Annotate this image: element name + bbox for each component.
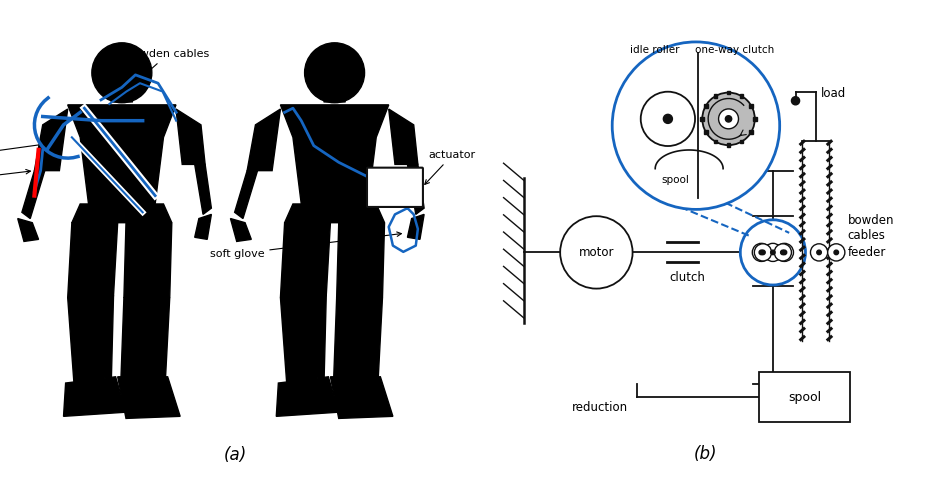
Polygon shape: [124, 223, 172, 298]
Polygon shape: [68, 296, 114, 383]
Polygon shape: [337, 223, 384, 298]
Text: one-way clutch: one-way clutch: [695, 45, 774, 55]
Circle shape: [827, 244, 845, 261]
Bar: [727, 91, 730, 94]
Text: bowden
cables: bowden cables: [848, 214, 894, 242]
Polygon shape: [22, 171, 45, 218]
Circle shape: [776, 244, 793, 261]
Bar: [704, 130, 708, 134]
Polygon shape: [389, 109, 418, 164]
Bar: [713, 140, 717, 143]
Polygon shape: [230, 218, 251, 242]
Circle shape: [612, 42, 779, 210]
Text: idle roller: idle roller: [631, 45, 680, 55]
Polygon shape: [68, 105, 176, 204]
Polygon shape: [280, 296, 326, 383]
Polygon shape: [280, 105, 389, 204]
Text: (b): (b): [694, 445, 717, 463]
Polygon shape: [334, 298, 383, 377]
Circle shape: [726, 116, 731, 122]
FancyBboxPatch shape: [367, 168, 423, 207]
Bar: [700, 117, 704, 121]
Text: (a): (a): [224, 446, 246, 464]
Polygon shape: [68, 223, 118, 298]
Polygon shape: [285, 204, 384, 223]
Polygon shape: [322, 93, 347, 102]
Polygon shape: [118, 377, 180, 418]
Circle shape: [817, 250, 822, 255]
Circle shape: [771, 250, 776, 255]
Polygon shape: [407, 164, 424, 215]
Circle shape: [760, 250, 765, 255]
Circle shape: [780, 250, 785, 255]
Polygon shape: [276, 377, 338, 416]
Polygon shape: [18, 218, 39, 242]
Polygon shape: [176, 109, 205, 164]
Polygon shape: [121, 298, 170, 377]
Polygon shape: [331, 377, 393, 418]
Circle shape: [664, 114, 672, 123]
Polygon shape: [195, 164, 212, 215]
Polygon shape: [407, 215, 424, 240]
Circle shape: [741, 220, 806, 285]
Text: actuator: actuator: [425, 150, 476, 184]
Bar: [727, 143, 730, 147]
Circle shape: [641, 92, 695, 146]
Bar: [749, 104, 753, 108]
Polygon shape: [71, 204, 172, 223]
Bar: [760, 372, 850, 422]
Text: bowden cables: bowden cables: [126, 49, 210, 76]
Circle shape: [810, 244, 827, 261]
Circle shape: [791, 97, 800, 105]
Circle shape: [702, 92, 755, 145]
Circle shape: [764, 244, 782, 261]
Polygon shape: [35, 109, 68, 171]
Bar: [740, 140, 744, 143]
Text: feeder: feeder: [848, 246, 886, 259]
Text: reduction: reduction: [572, 401, 628, 414]
Polygon shape: [195, 215, 212, 240]
Text: tendons: tendons: [0, 169, 30, 192]
Bar: [749, 130, 753, 134]
Circle shape: [752, 244, 771, 261]
Bar: [740, 94, 744, 98]
Circle shape: [834, 250, 838, 255]
Bar: [704, 104, 708, 108]
Polygon shape: [280, 223, 331, 298]
Polygon shape: [109, 93, 134, 102]
Polygon shape: [235, 171, 258, 218]
Circle shape: [775, 244, 791, 261]
Circle shape: [760, 250, 763, 255]
Text: soft glove: soft glove: [210, 232, 401, 259]
Circle shape: [92, 43, 152, 103]
Text: clutch: clutch: [669, 272, 705, 284]
Polygon shape: [64, 377, 126, 416]
Text: motor: motor: [579, 246, 614, 259]
Circle shape: [782, 250, 787, 255]
Circle shape: [754, 244, 772, 261]
Polygon shape: [247, 109, 280, 171]
Circle shape: [718, 109, 739, 129]
Circle shape: [305, 43, 365, 103]
Bar: [713, 94, 717, 98]
Text: spool: spool: [788, 391, 822, 404]
Text: exosuit: exosuit: [0, 140, 59, 167]
Text: spool: spool: [662, 175, 690, 185]
Text: load: load: [821, 88, 846, 100]
Bar: [753, 117, 757, 121]
Circle shape: [560, 216, 633, 289]
